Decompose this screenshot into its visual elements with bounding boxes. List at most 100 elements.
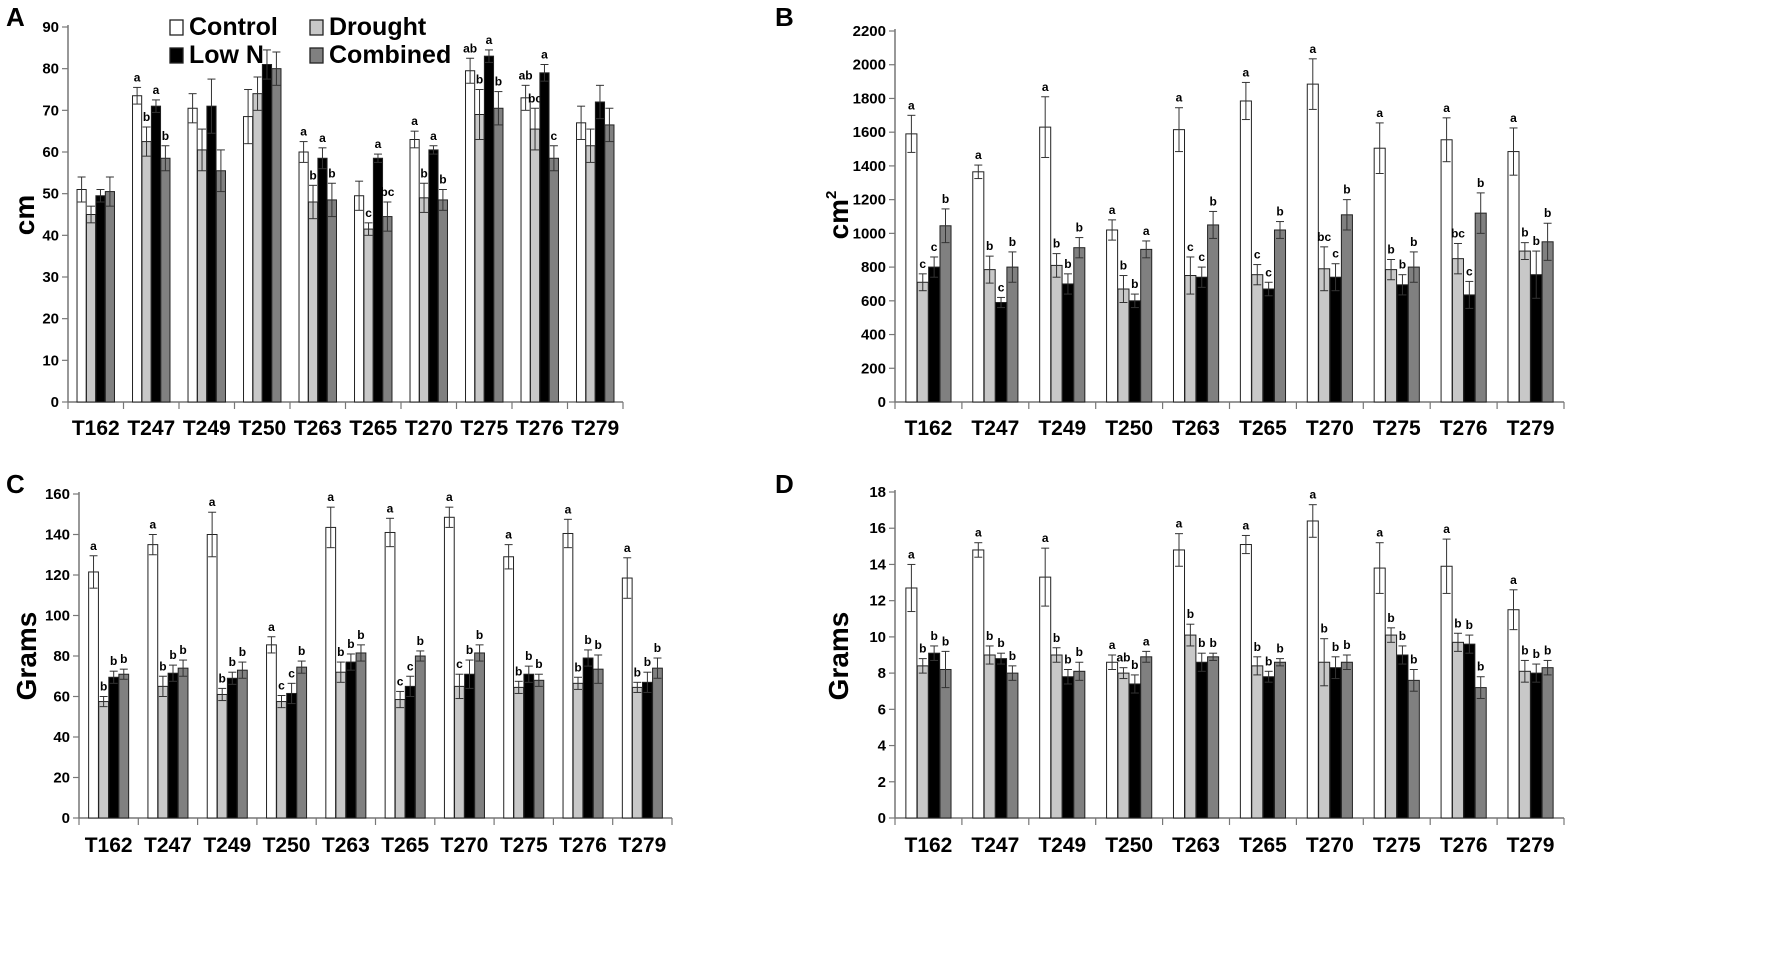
x-category-label: T250 [263, 834, 311, 857]
bar-low-n [1128, 300, 1141, 403]
x-category-label: T265 [381, 834, 429, 857]
y-tick-label: 20 [42, 311, 59, 328]
bar-combined [604, 124, 615, 403]
bar-combined [1073, 247, 1086, 403]
x-category-label: T270 [405, 417, 453, 440]
significance-label: a [908, 547, 915, 561]
bar-control [1440, 565, 1453, 819]
significance-label: b [219, 671, 226, 685]
significance-label: b [1265, 654, 1272, 668]
y-axis-title: cm [9, 195, 40, 235]
significance-label: bc [380, 185, 394, 199]
bar-control [88, 571, 99, 819]
x-category-label: T263 [1172, 834, 1220, 857]
significance-label: c [919, 257, 926, 271]
x-category-label: T270 [1306, 834, 1354, 857]
bar-drought [85, 214, 97, 403]
y-tick-label: 30 [42, 269, 59, 286]
significance-label: b [1410, 652, 1417, 666]
x-category-label: T276 [516, 417, 564, 440]
significance-label: c [1187, 240, 1194, 254]
x-category-label: T247 [127, 417, 175, 440]
bar-control [354, 195, 365, 403]
bar-control [76, 189, 87, 403]
significance-label: a [446, 490, 453, 504]
significance-label: b [1387, 243, 1394, 257]
bar-drought [529, 128, 541, 403]
significance-label: b [1009, 235, 1016, 249]
y-axis-title: cm2 [823, 191, 854, 240]
significance-label: b [1466, 618, 1473, 632]
significance-label: b [584, 633, 591, 647]
significance-label: a [1309, 42, 1316, 56]
bar-control [243, 116, 254, 403]
significance-label: b [1399, 258, 1406, 272]
significance-label: b [1477, 176, 1484, 190]
x-category-label: T265 [1239, 417, 1287, 440]
bar-low-n [206, 105, 217, 403]
bar-drought [572, 682, 584, 819]
x-category-label: T276 [1440, 834, 1488, 857]
y-tick-label: 0 [62, 810, 70, 827]
bar-low-n [261, 64, 273, 403]
bar-control [465, 70, 476, 403]
bar-combined [236, 669, 248, 819]
significance-label: b [110, 654, 117, 668]
bar-combined [1006, 266, 1019, 403]
bar-low-n [995, 302, 1008, 403]
bar-combined [1006, 672, 1019, 819]
x-category-label: T263 [1172, 417, 1220, 440]
significance-label: a [1510, 111, 1517, 125]
bar-drought [363, 228, 374, 403]
y-tick-label: 50 [42, 186, 59, 203]
bar-drought [1251, 665, 1264, 819]
y-tick-label: 100 [45, 608, 70, 625]
legend-swatch-control [169, 19, 184, 36]
significance-label: b [1454, 616, 1461, 630]
significance-label: c [1198, 250, 1205, 264]
significance-label: ab [519, 68, 533, 82]
significance-label: a [1243, 518, 1250, 532]
y-tick-label: 10 [42, 352, 59, 369]
bar-low-n [641, 681, 653, 819]
y-tick-label: 80 [42, 61, 59, 78]
bar-low-n [1329, 276, 1342, 403]
bar-combined [355, 652, 367, 819]
significance-label: c [397, 674, 404, 688]
significance-label: a [149, 518, 156, 532]
significance-label: c [1332, 247, 1339, 261]
bar-combined [474, 652, 485, 819]
bar-control [1373, 567, 1386, 819]
x-category-label: T275 [500, 834, 548, 857]
significance-label: c [1254, 248, 1261, 262]
significance-label: a [624, 541, 631, 555]
significance-label: b [1131, 658, 1138, 672]
bar-low-n [286, 692, 297, 819]
x-category-label: T247 [144, 834, 192, 857]
significance-label: a [90, 539, 97, 553]
y-tick-label: 800 [861, 259, 886, 276]
significance-label: b [1320, 622, 1327, 636]
significance-label: b [1521, 643, 1528, 657]
significance-label: a [1443, 522, 1450, 536]
bar-control [1239, 100, 1252, 403]
significance-label: b [420, 166, 427, 180]
bar-combined [1140, 248, 1153, 403]
significance-label: b [298, 644, 305, 658]
bar-low-n [539, 72, 550, 403]
legend-swatch-drought [309, 19, 324, 36]
y-tick-label: 14 [869, 556, 886, 573]
significance-label: b [229, 655, 236, 669]
significance-label: a [319, 131, 326, 145]
bar-low-n [1463, 643, 1476, 819]
significance-label: b [942, 634, 949, 648]
significance-label: b [594, 638, 601, 652]
bar-combined [1273, 229, 1287, 403]
significance-label: b [1076, 645, 1083, 659]
y-axis-title: Grams [823, 612, 854, 701]
bar-low-n [483, 55, 495, 403]
significance-label: b [644, 655, 651, 669]
significance-label: b [357, 628, 364, 642]
bar-control [1172, 129, 1186, 403]
